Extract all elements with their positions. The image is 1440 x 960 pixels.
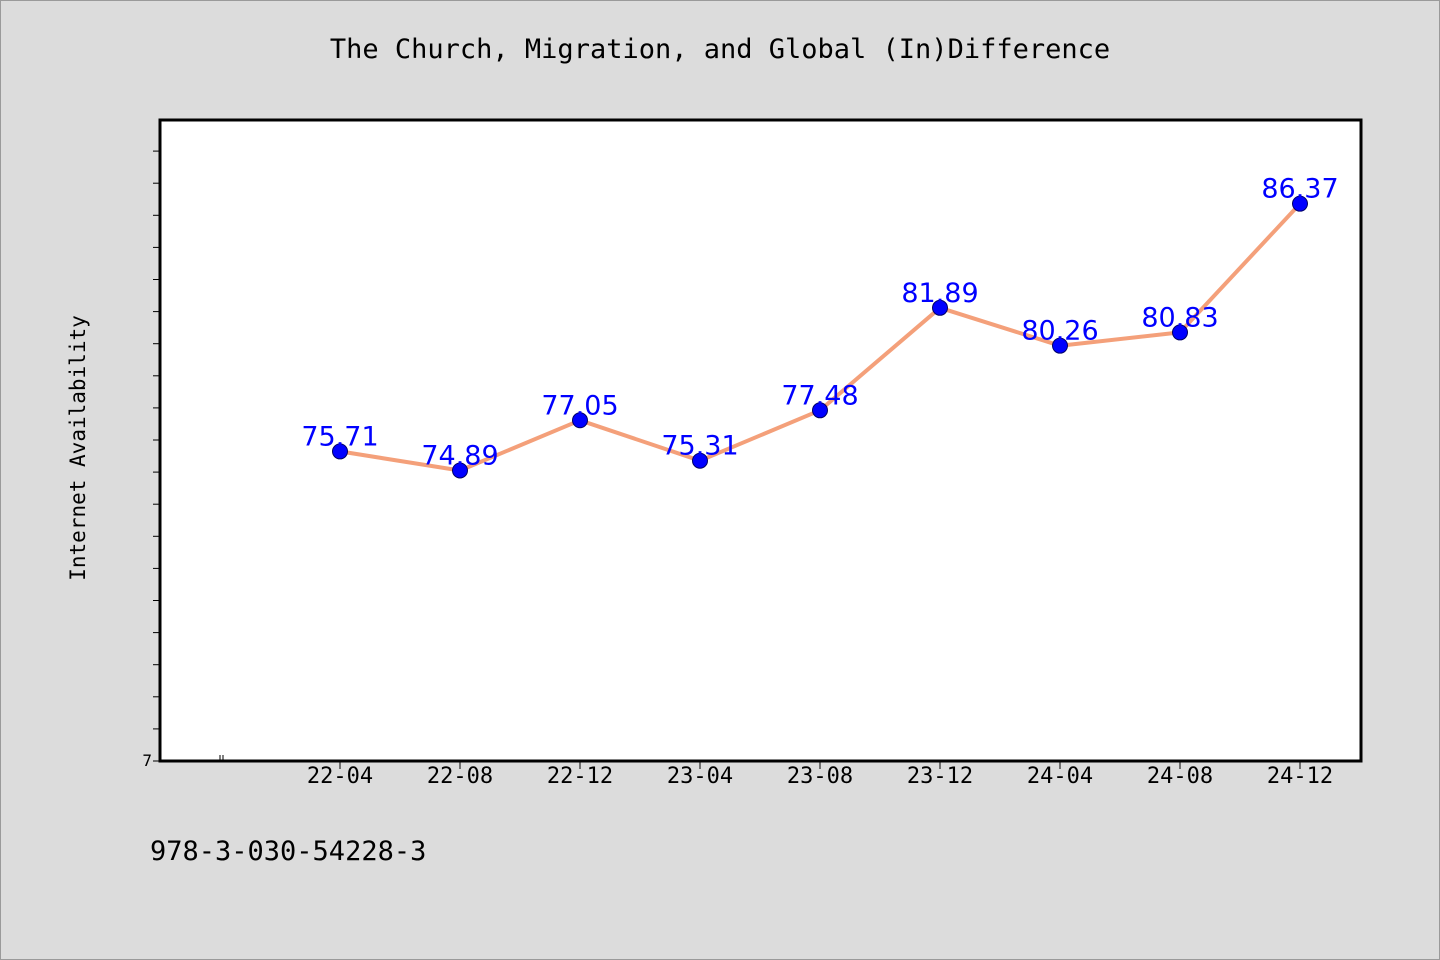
data-point bbox=[692, 452, 708, 469]
y-axis-ticks: 7 bbox=[142, 150, 160, 770]
data-point bbox=[332, 443, 348, 460]
data-point bbox=[812, 402, 828, 419]
plot-area bbox=[158, 118, 1363, 763]
x-tick-label: 22-08 bbox=[427, 764, 493, 789]
data-label: 80.83 bbox=[1141, 302, 1218, 333]
data-point bbox=[572, 412, 588, 429]
data-point bbox=[1172, 324, 1188, 341]
data-label: 81.89 bbox=[901, 278, 978, 309]
data-point bbox=[452, 462, 468, 479]
footer-identifier: 978-3-030-54228-3 bbox=[150, 836, 427, 867]
x-tick-label: 23-12 bbox=[907, 764, 973, 789]
data-label: 77.05 bbox=[541, 390, 618, 421]
data-label: 86.37 bbox=[1261, 174, 1338, 205]
x-tick-label: 22-04 bbox=[307, 764, 373, 789]
data-label: 77.48 bbox=[781, 380, 858, 411]
x-tick-label: 24-12 bbox=[1267, 764, 1333, 789]
data-point bbox=[1052, 337, 1068, 354]
data-label: 75.71 bbox=[301, 421, 378, 452]
y-tick-label: 7 bbox=[142, 751, 152, 770]
x-tick-label: 22-12 bbox=[547, 764, 613, 789]
data-label: 74.89 bbox=[421, 440, 498, 471]
data-point bbox=[1292, 195, 1308, 212]
data-label: 80.26 bbox=[1021, 316, 1098, 347]
chart-title: The Church, Migration, and Global (In)Di… bbox=[329, 34, 1111, 65]
x-axis-ticks: 22-04 22-08 22-12 23-04 23-08 23-12 24-04 24-08… bbox=[219, 755, 1333, 789]
data-point bbox=[932, 299, 948, 316]
x-tick-label: 23-04 bbox=[667, 764, 733, 789]
x-tick-label: 24-04 bbox=[1027, 764, 1093, 789]
series-layer: 75.71 74.89 77.05 75.31 77.48 81.89 80.26 80.83… bbox=[301, 174, 1339, 479]
data-label: 75.31 bbox=[661, 431, 738, 462]
x-tick-label: 24-08 bbox=[1147, 764, 1213, 789]
x-tick-label: 23-08 bbox=[787, 764, 853, 789]
